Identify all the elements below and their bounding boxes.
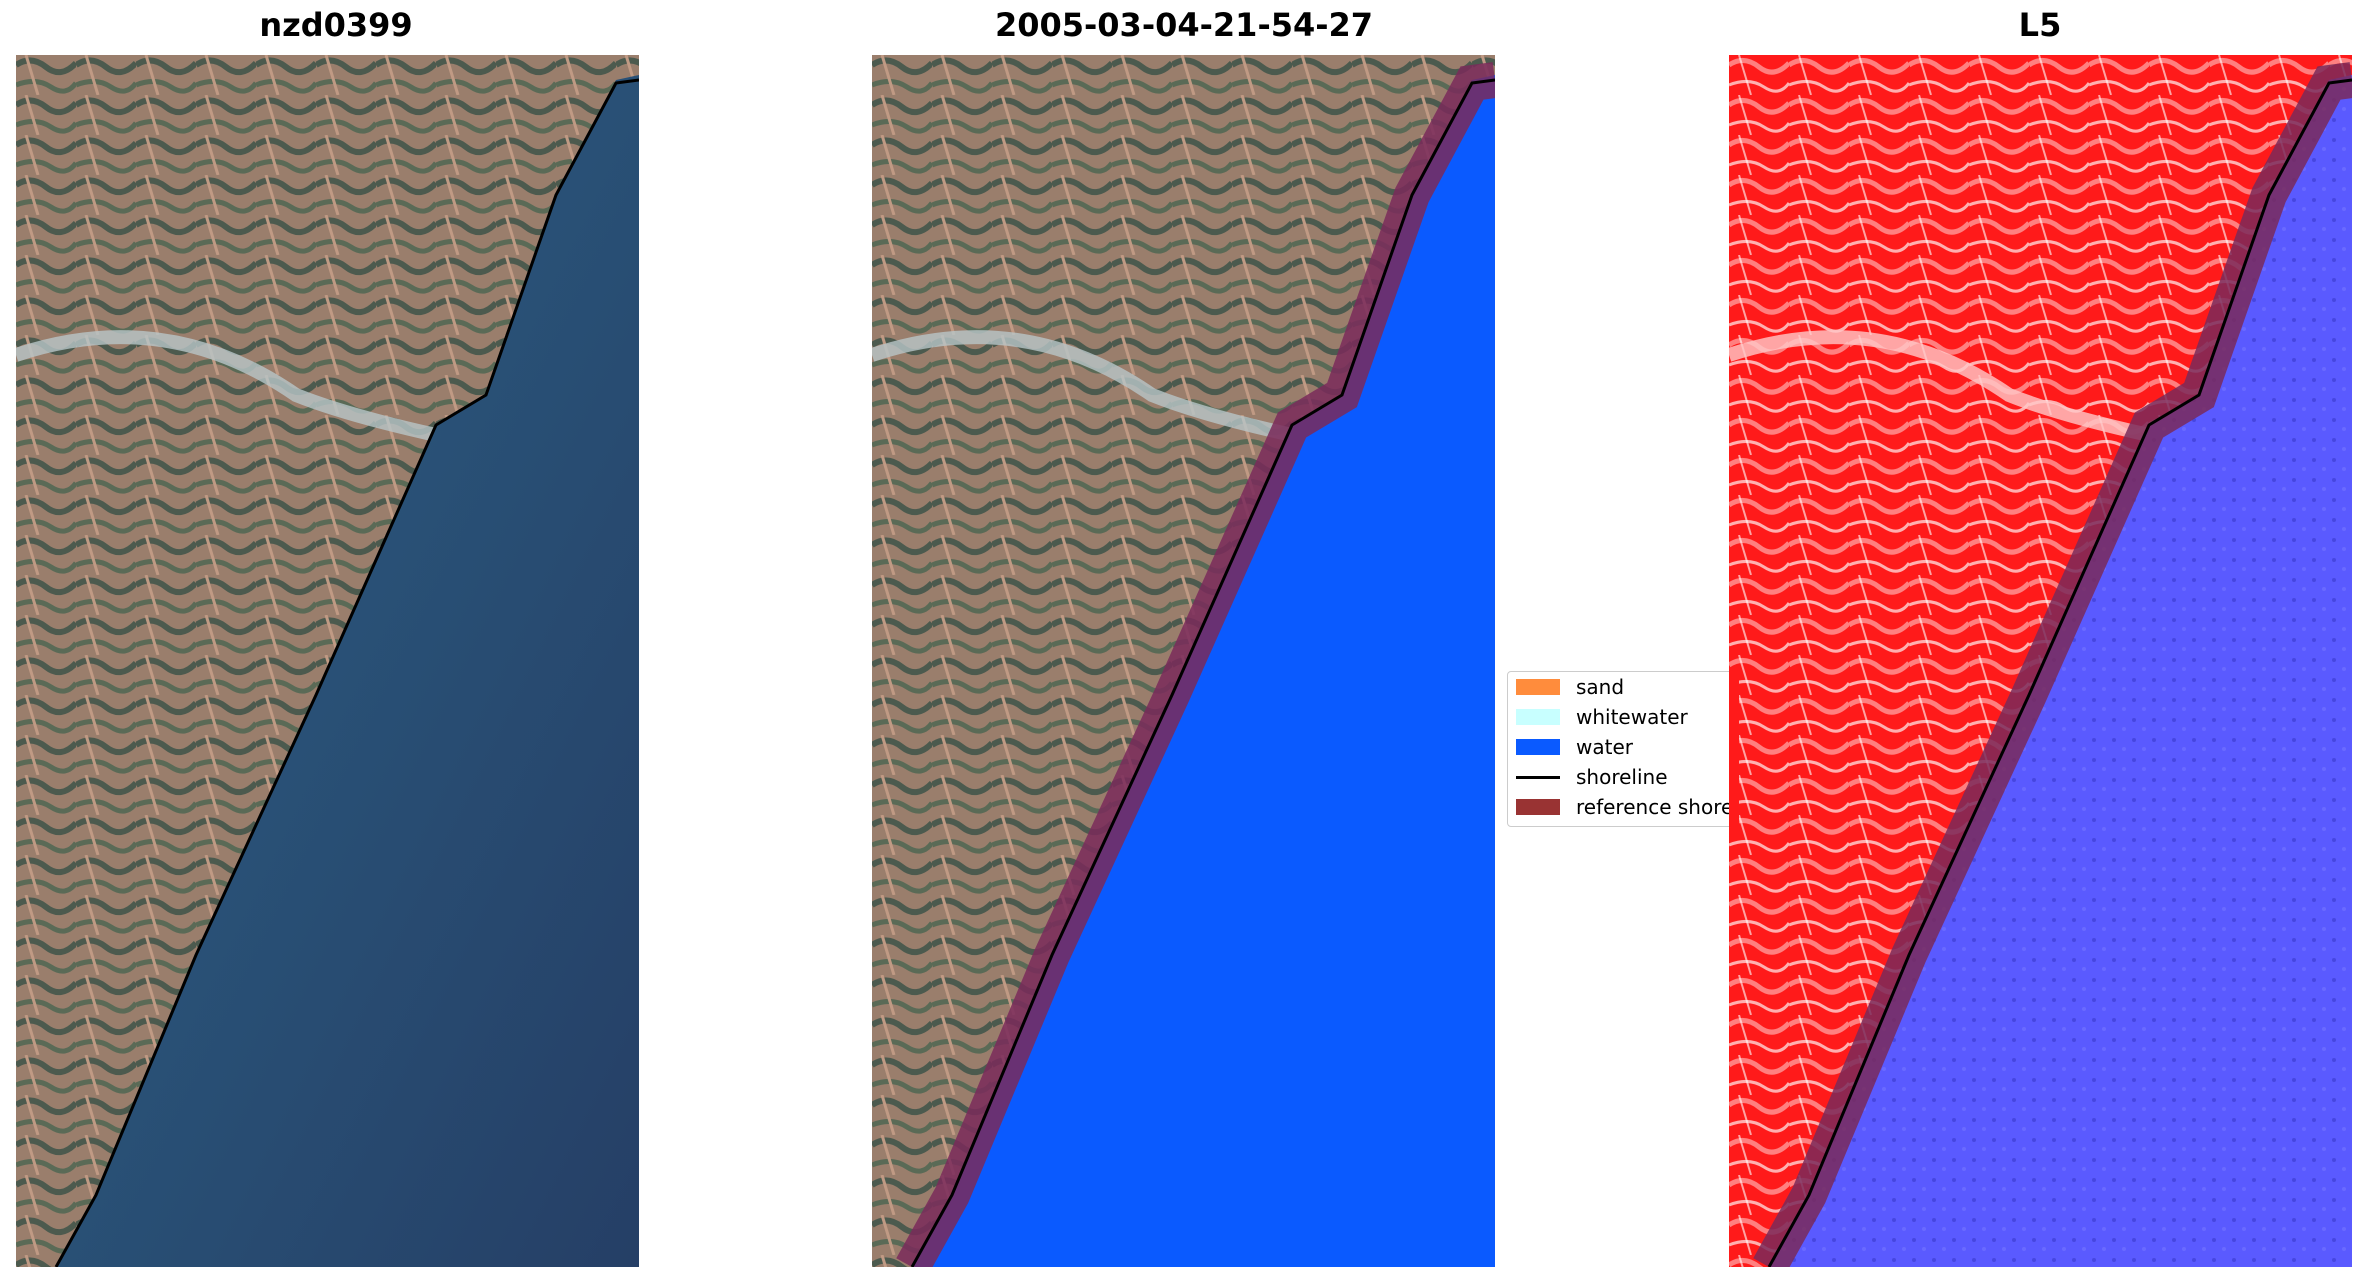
legend: sand whitewater water shoreline referenc… [1507, 671, 1737, 827]
classified-image [872, 55, 1495, 1267]
water-swatch [1516, 739, 1560, 755]
legend-item-reference-shoreline: reference shoreline [1516, 795, 1736, 819]
legend-label: sand [1576, 675, 1625, 699]
legend-item-sand: sand [1516, 675, 1625, 699]
sand-swatch [1516, 679, 1560, 695]
legend-label: whitewater [1576, 705, 1688, 729]
legend-label: reference shoreline [1576, 795, 1736, 819]
legend-label: water [1576, 735, 1633, 759]
reference-shoreline-swatch [1516, 799, 1560, 815]
shoreline-line [54, 78, 639, 1267]
panel-title-rgb: nzd0399 [259, 6, 413, 44]
classified-image-panel [872, 55, 1495, 1267]
index-image-panel [1729, 55, 2352, 1267]
legend-label: shoreline [1576, 765, 1668, 789]
index-panel-overlap [1729, 671, 1739, 827]
shoreline-swatch [1516, 776, 1560, 779]
panel-title-index: L5 [2018, 6, 2062, 44]
panel-title-classified: 2005-03-04-21-54-27 [994, 6, 1374, 44]
whitewater-swatch [1516, 709, 1560, 725]
river [872, 330, 1294, 442]
legend-item-whitewater: whitewater [1516, 705, 1688, 729]
rgb-image [16, 55, 639, 1267]
river [16, 330, 438, 442]
shoreline-line [910, 78, 1495, 1267]
shoreline-line [1767, 78, 2352, 1267]
river [1729, 330, 2151, 442]
index-image [1729, 55, 2352, 1267]
legend-item-shoreline: shoreline [1516, 765, 1668, 789]
ocean [56, 75, 639, 1267]
legend-item-water: water [1516, 735, 1633, 759]
rgb-image-panel [16, 55, 639, 1267]
